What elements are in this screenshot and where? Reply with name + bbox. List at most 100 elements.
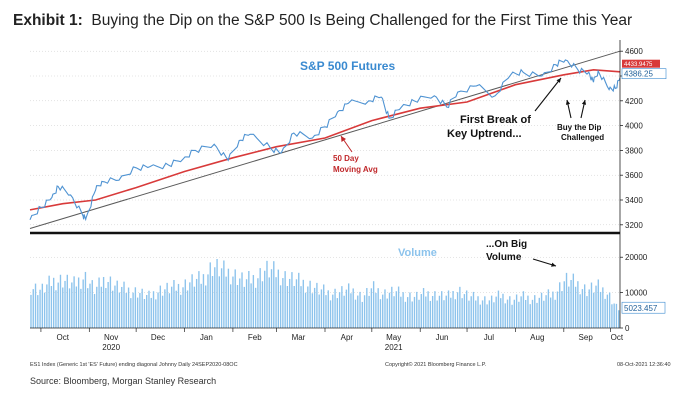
- volume-bar: [152, 291, 155, 328]
- volume-bar: [218, 276, 221, 328]
- annotation-first-break: First Break of: [460, 114, 531, 126]
- volume-bar: [368, 295, 370, 328]
- volume-bar: [116, 280, 118, 328]
- volume-bar: [257, 278, 259, 328]
- volume-bar: [436, 300, 438, 328]
- volume-bar: [143, 299, 146, 328]
- last-price-label: 4386.25: [624, 70, 653, 79]
- volume-bar: [409, 292, 411, 328]
- volume-bar: [352, 288, 354, 328]
- volume-bar: [139, 292, 141, 328]
- volume-bar: [529, 304, 531, 328]
- volume-bar: [198, 271, 200, 328]
- volume-bar: [484, 296, 486, 328]
- volume-bar: [200, 283, 202, 328]
- volume-bar: [488, 300, 491, 328]
- chart-title: Exhibit 1: Buying the Dip on the S&P 500…: [13, 12, 632, 30]
- volume-panel-title: Volume: [398, 247, 437, 259]
- x-tick-label: Sep: [579, 333, 594, 342]
- volume-bar: [46, 284, 48, 328]
- volume-bar: [445, 295, 447, 328]
- volume-bar: [366, 288, 368, 328]
- annotation-50-day: 50 Day: [333, 154, 359, 163]
- volume-bar: [307, 286, 309, 328]
- volume-bar: [66, 274, 68, 328]
- volume-bar: [284, 271, 286, 328]
- exhibit-title: Buying the Dip on the S&P 500 Is Being C…: [91, 12, 633, 29]
- x-tick-label: Feb: [248, 333, 262, 342]
- exhibit-label: Exhibit 1:: [13, 12, 83, 29]
- volume-bar: [193, 286, 196, 328]
- volume-bar: [311, 293, 314, 328]
- annotation-on-big: ...On Big: [486, 239, 527, 250]
- volume-bar: [588, 289, 590, 328]
- volume-bar: [288, 278, 291, 328]
- volume-bar: [57, 282, 59, 328]
- volume-bar: [490, 295, 493, 328]
- volume-bar: [500, 298, 502, 328]
- volume-bar: [182, 287, 184, 328]
- arrow-first-break: [534, 77, 562, 112]
- volume-bar: [536, 302, 538, 328]
- copyright-note: Copyright© 2021 Bloomberg Finance L.P.: [385, 362, 487, 368]
- volume-bar: [134, 287, 137, 328]
- volume-bar: [189, 282, 191, 328]
- grid-layer: [30, 50, 620, 329]
- volume-bar: [118, 292, 121, 328]
- volume-bar: [434, 291, 436, 328]
- volume-bar: [239, 278, 241, 328]
- volume-bar: [481, 300, 484, 328]
- volume-bar: [248, 271, 250, 328]
- volume-bar: [613, 303, 615, 328]
- volume-bar: [298, 272, 300, 328]
- volume-bar: [468, 300, 470, 328]
- x-tick-label: May: [386, 333, 401, 342]
- volume-bar: [479, 304, 481, 328]
- price-layer: [29, 50, 621, 229]
- volume-bar: [382, 294, 384, 328]
- x-year-label: 2021: [385, 343, 403, 352]
- ma-pointer-head: [341, 136, 346, 142]
- volume-bar: [406, 297, 409, 328]
- volume-bar: [597, 279, 599, 328]
- volume-bar: [41, 283, 44, 328]
- volume-bar: [375, 292, 377, 328]
- volume-bar: [590, 282, 593, 328]
- volume-bar: [565, 272, 568, 328]
- volume-bar: [608, 292, 611, 328]
- x-tick-label: Mar: [292, 333, 306, 342]
- volume-bar: [302, 279, 304, 328]
- volume-bar: [55, 290, 57, 328]
- volume-bar: [395, 291, 398, 328]
- volume-bar: [595, 285, 597, 328]
- volume-bar: [520, 296, 522, 328]
- volume-bar: [400, 296, 402, 328]
- volume-bar: [229, 284, 232, 328]
- volume-bar: [540, 292, 543, 328]
- volume-bar: [184, 279, 186, 328]
- volume-bar: [477, 296, 479, 328]
- arrow-big-volume-head: [551, 262, 556, 267]
- ma-price-box: [622, 59, 660, 68]
- volume-bar: [254, 287, 257, 328]
- volume-bar: [534, 295, 536, 328]
- volume-bars: [30, 258, 620, 328]
- volume-bar: [164, 289, 166, 328]
- volume-bar: [39, 289, 41, 328]
- source-note: Source: Bloomberg, Morgan Stanley Resear…: [30, 376, 217, 386]
- volume-bar: [552, 291, 554, 328]
- volume-y-tick-label: 20000: [625, 253, 648, 262]
- volume-bar: [320, 289, 323, 328]
- volume-bar: [386, 298, 388, 328]
- volume-bar: [545, 295, 547, 328]
- volume-bar: [114, 285, 116, 328]
- volume-bar: [618, 310, 620, 328]
- volume-bar: [270, 269, 273, 328]
- volume-bar: [304, 292, 307, 328]
- volume-bar: [384, 289, 386, 328]
- x-tick-label: Aug: [530, 333, 544, 342]
- volume-bar: [513, 299, 516, 328]
- volume-bar: [84, 271, 87, 328]
- volume-bar: [332, 294, 334, 328]
- volume-bar: [547, 289, 550, 328]
